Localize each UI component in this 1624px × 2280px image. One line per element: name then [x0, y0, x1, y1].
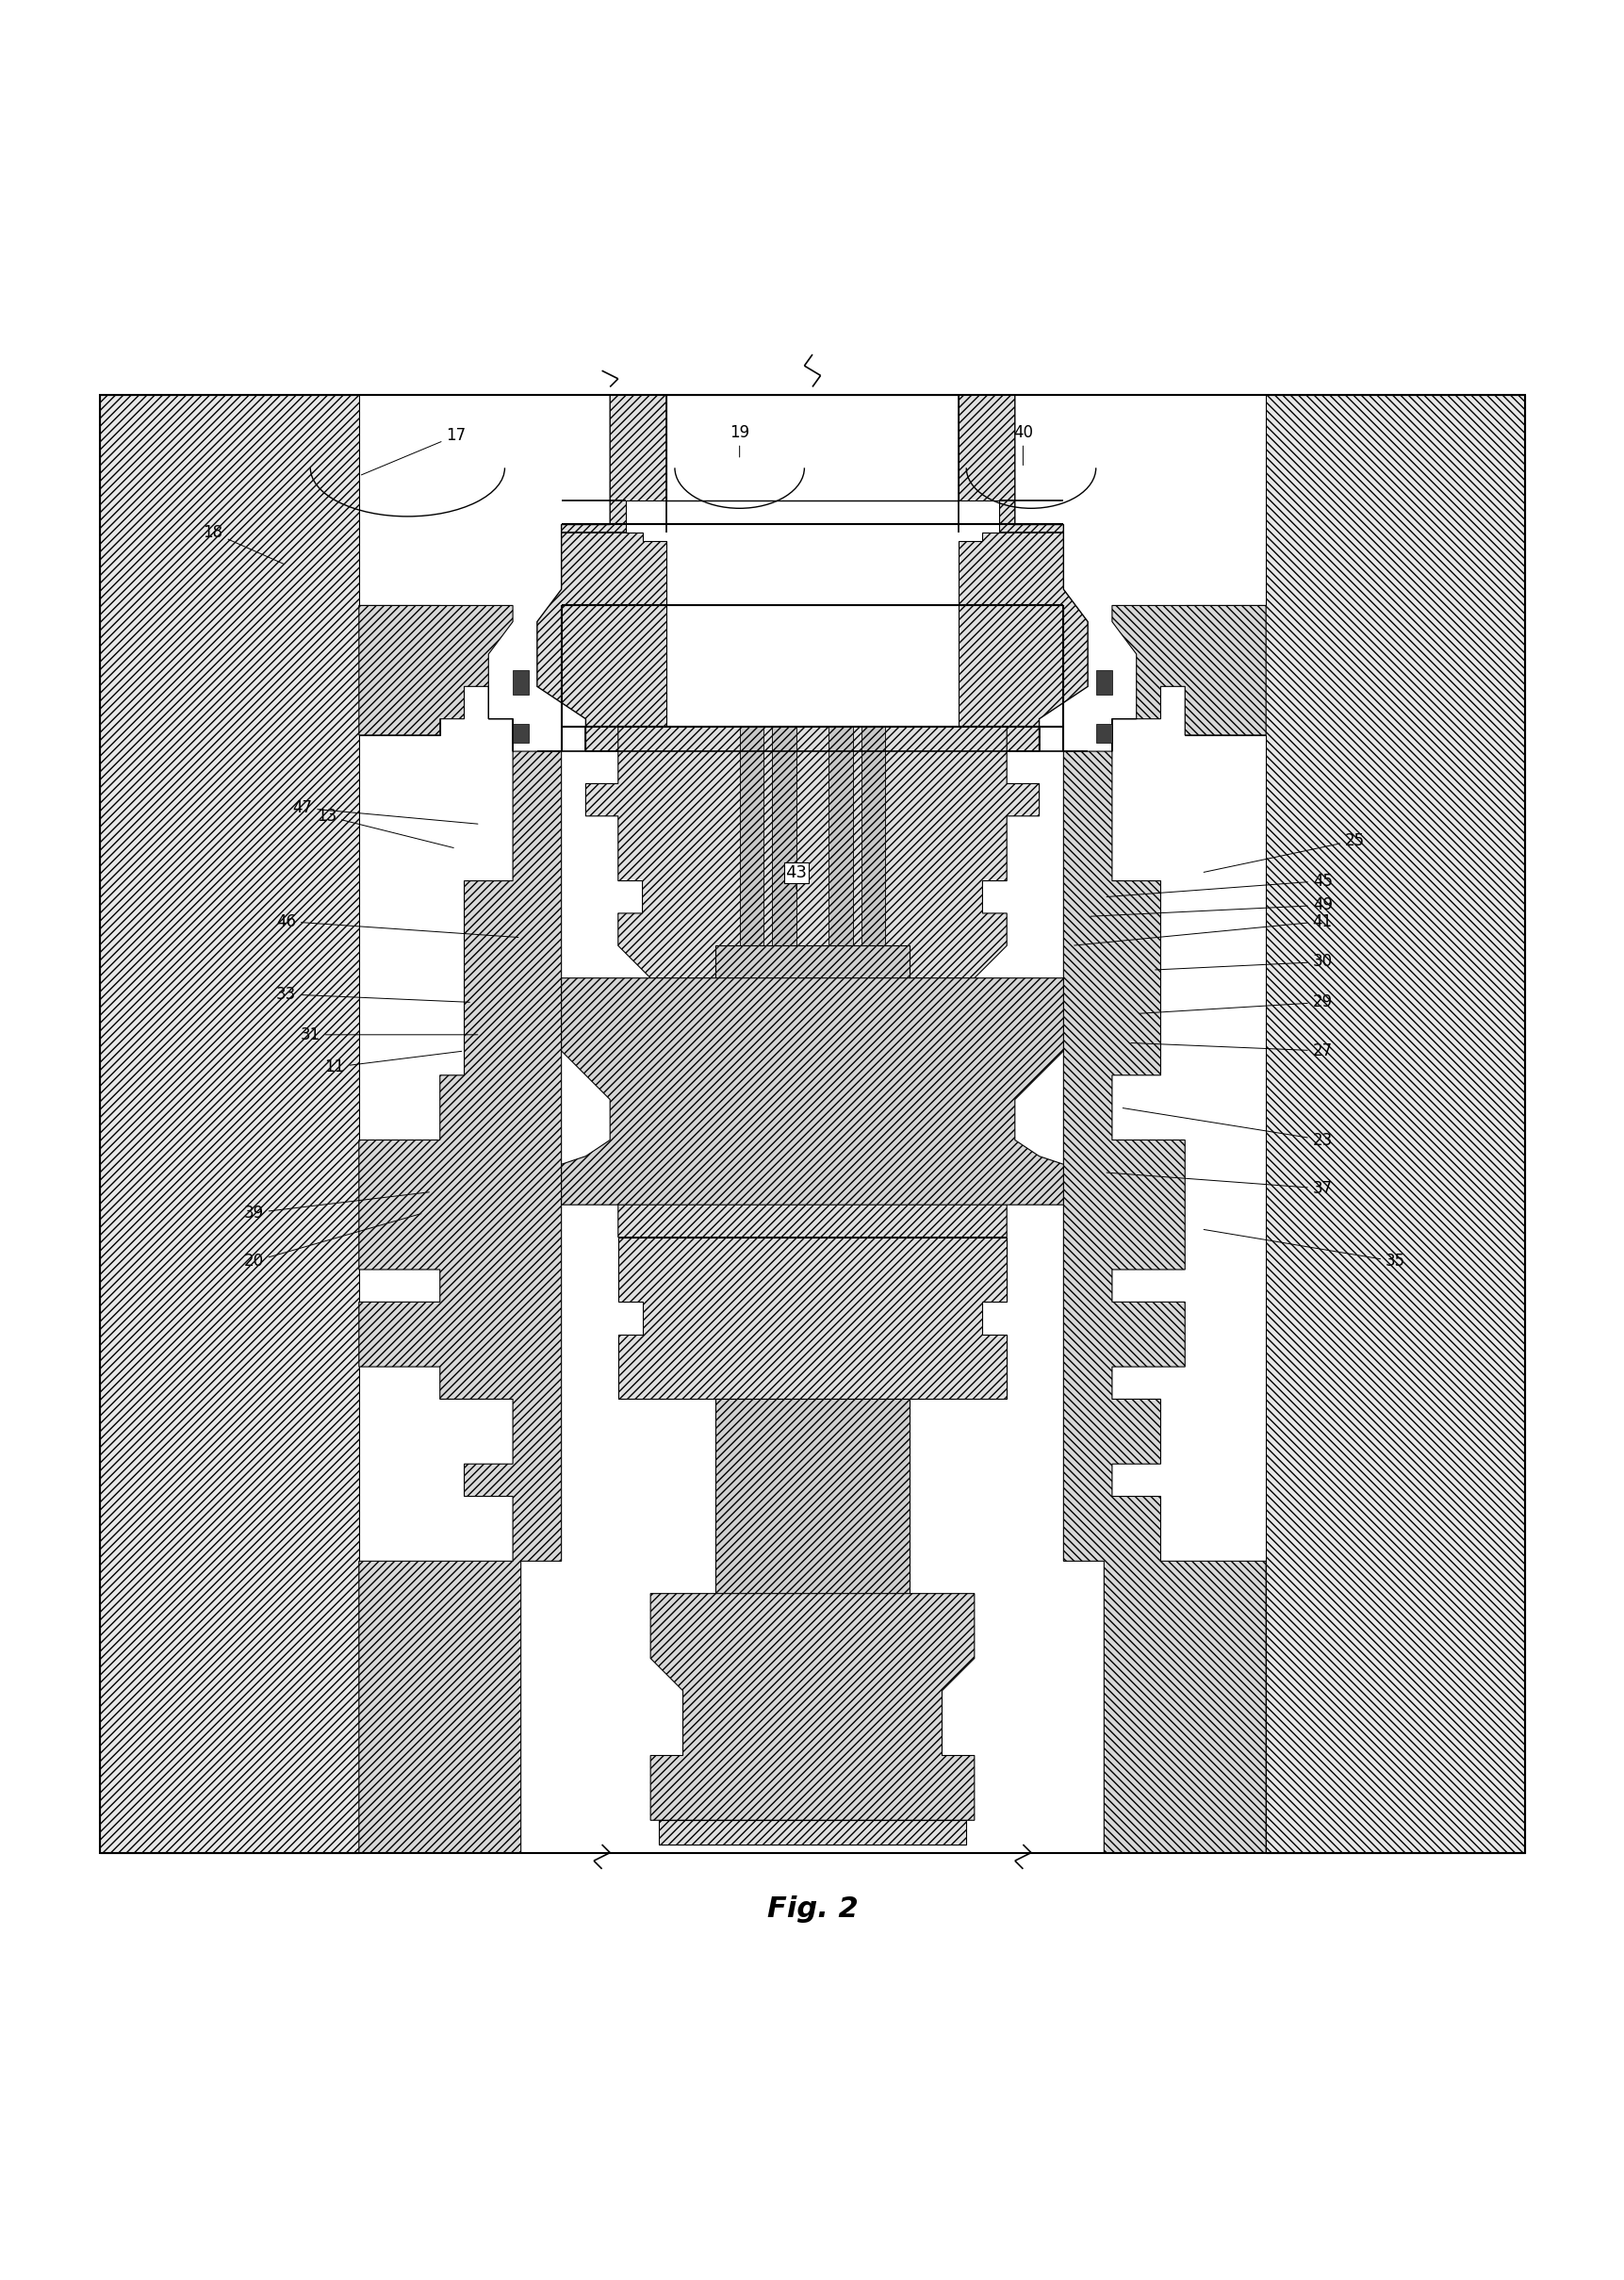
- Text: 47: 47: [292, 800, 477, 823]
- Polygon shape: [715, 946, 909, 1042]
- Text: 25: 25: [1203, 832, 1364, 873]
- Text: 35: 35: [1203, 1229, 1405, 1270]
- Text: 27: 27: [1130, 1042, 1332, 1060]
- Text: 31: 31: [300, 1026, 477, 1044]
- Polygon shape: [658, 1819, 966, 1845]
- Text: 11: 11: [325, 1051, 461, 1076]
- Text: 23: 23: [1122, 1108, 1332, 1149]
- Polygon shape: [99, 394, 440, 1854]
- Polygon shape: [828, 727, 853, 978]
- Polygon shape: [771, 727, 796, 978]
- Text: 45: 45: [1106, 873, 1332, 896]
- Polygon shape: [1184, 394, 1525, 1854]
- Polygon shape: [739, 727, 763, 978]
- Text: 46: 46: [276, 912, 518, 937]
- Polygon shape: [560, 978, 1064, 1204]
- Bar: [1095, 723, 1111, 743]
- Text: 43: 43: [786, 864, 806, 889]
- Text: 13: 13: [317, 807, 453, 848]
- Polygon shape: [617, 1238, 1007, 1400]
- Text: 17: 17: [361, 426, 466, 474]
- Polygon shape: [538, 394, 1086, 752]
- Text: 29: 29: [1138, 994, 1332, 1015]
- Polygon shape: [715, 1400, 909, 1594]
- Text: 30: 30: [1155, 953, 1332, 971]
- Text: 39: 39: [244, 1192, 429, 1222]
- Bar: [513, 670, 529, 695]
- Text: 49: 49: [1090, 896, 1332, 917]
- Text: Fig. 2: Fig. 2: [767, 1895, 857, 1922]
- Polygon shape: [359, 606, 560, 1854]
- Bar: [1095, 670, 1111, 695]
- Bar: [99, 394, 1525, 1854]
- Polygon shape: [1064, 606, 1265, 1854]
- Text: 18: 18: [203, 524, 284, 563]
- Text: 43: 43: [784, 864, 807, 882]
- Polygon shape: [650, 1594, 974, 1819]
- Polygon shape: [861, 727, 885, 978]
- Text: 20: 20: [244, 1213, 421, 1270]
- Text: 33: 33: [276, 985, 469, 1003]
- Text: 37: 37: [1106, 1172, 1332, 1197]
- Text: 41: 41: [1073, 912, 1332, 946]
- Text: 19: 19: [729, 424, 749, 456]
- Text: 40: 40: [1012, 424, 1033, 465]
- Polygon shape: [625, 394, 999, 727]
- Bar: [513, 723, 529, 743]
- Polygon shape: [585, 727, 1039, 1238]
